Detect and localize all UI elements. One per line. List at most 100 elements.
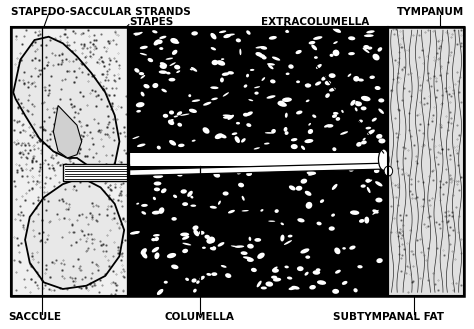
Ellipse shape <box>159 70 167 74</box>
Ellipse shape <box>166 72 171 74</box>
Ellipse shape <box>284 240 292 245</box>
Ellipse shape <box>366 30 374 34</box>
Ellipse shape <box>286 72 290 75</box>
Ellipse shape <box>341 110 344 113</box>
Ellipse shape <box>136 203 139 205</box>
Ellipse shape <box>301 248 310 254</box>
Ellipse shape <box>333 50 339 56</box>
Polygon shape <box>25 178 124 289</box>
Ellipse shape <box>155 252 159 259</box>
Ellipse shape <box>301 179 307 184</box>
Ellipse shape <box>309 41 315 44</box>
Ellipse shape <box>152 211 160 215</box>
Ellipse shape <box>206 238 213 244</box>
Ellipse shape <box>232 132 237 135</box>
Ellipse shape <box>154 237 159 241</box>
Ellipse shape <box>288 235 292 238</box>
Ellipse shape <box>167 253 176 258</box>
Ellipse shape <box>247 258 254 262</box>
Ellipse shape <box>226 34 235 36</box>
Ellipse shape <box>223 34 231 38</box>
Ellipse shape <box>255 52 263 57</box>
Ellipse shape <box>241 138 246 142</box>
Ellipse shape <box>141 92 145 96</box>
Ellipse shape <box>222 72 229 76</box>
Ellipse shape <box>364 34 374 37</box>
Ellipse shape <box>262 77 265 81</box>
Ellipse shape <box>134 68 139 73</box>
Ellipse shape <box>272 57 280 61</box>
Bar <box>11 27 129 295</box>
Ellipse shape <box>157 289 164 295</box>
Ellipse shape <box>133 33 140 35</box>
Ellipse shape <box>373 54 380 61</box>
Ellipse shape <box>140 46 148 49</box>
Ellipse shape <box>307 171 316 175</box>
Ellipse shape <box>164 281 168 284</box>
Ellipse shape <box>213 172 220 178</box>
Ellipse shape <box>317 222 322 225</box>
Ellipse shape <box>187 191 193 197</box>
Ellipse shape <box>228 71 234 75</box>
Ellipse shape <box>332 147 337 151</box>
Ellipse shape <box>185 278 189 281</box>
Ellipse shape <box>215 133 223 139</box>
Ellipse shape <box>246 172 252 176</box>
Ellipse shape <box>363 138 365 140</box>
Ellipse shape <box>174 65 180 69</box>
Ellipse shape <box>363 45 369 49</box>
Ellipse shape <box>358 78 364 82</box>
Ellipse shape <box>169 111 174 114</box>
Bar <box>129 27 388 153</box>
Ellipse shape <box>171 265 179 269</box>
Polygon shape <box>13 37 119 178</box>
Ellipse shape <box>193 230 199 236</box>
Ellipse shape <box>333 112 338 115</box>
Ellipse shape <box>333 41 338 44</box>
Ellipse shape <box>177 174 182 176</box>
Ellipse shape <box>238 183 244 187</box>
Ellipse shape <box>211 97 218 100</box>
Ellipse shape <box>157 146 161 149</box>
Ellipse shape <box>288 64 294 69</box>
Ellipse shape <box>270 79 275 84</box>
Ellipse shape <box>182 236 189 240</box>
Ellipse shape <box>235 245 244 248</box>
Ellipse shape <box>192 225 199 230</box>
Ellipse shape <box>220 78 224 83</box>
Ellipse shape <box>173 194 177 198</box>
Ellipse shape <box>225 273 231 278</box>
Ellipse shape <box>301 145 305 150</box>
Ellipse shape <box>189 109 197 113</box>
Ellipse shape <box>372 118 377 122</box>
Polygon shape <box>129 163 383 176</box>
Ellipse shape <box>141 252 147 259</box>
Ellipse shape <box>200 276 205 280</box>
Ellipse shape <box>295 50 302 54</box>
Text: COLUMELLA: COLUMELLA <box>164 312 235 322</box>
Ellipse shape <box>266 95 275 99</box>
Ellipse shape <box>257 253 265 259</box>
Ellipse shape <box>308 123 311 126</box>
Ellipse shape <box>210 33 217 39</box>
Ellipse shape <box>137 143 146 147</box>
Ellipse shape <box>193 289 197 292</box>
Ellipse shape <box>244 85 247 88</box>
Ellipse shape <box>176 70 180 73</box>
Ellipse shape <box>219 31 226 33</box>
Ellipse shape <box>144 84 150 89</box>
Ellipse shape <box>281 222 284 225</box>
Ellipse shape <box>180 114 190 116</box>
Ellipse shape <box>304 272 309 276</box>
Ellipse shape <box>204 235 210 239</box>
Ellipse shape <box>140 53 147 56</box>
Ellipse shape <box>297 266 304 271</box>
Ellipse shape <box>190 68 193 70</box>
Ellipse shape <box>223 116 231 119</box>
Ellipse shape <box>306 202 312 209</box>
Ellipse shape <box>182 202 188 206</box>
Ellipse shape <box>367 129 375 135</box>
Ellipse shape <box>292 286 300 290</box>
Ellipse shape <box>331 214 335 217</box>
Ellipse shape <box>210 86 219 89</box>
